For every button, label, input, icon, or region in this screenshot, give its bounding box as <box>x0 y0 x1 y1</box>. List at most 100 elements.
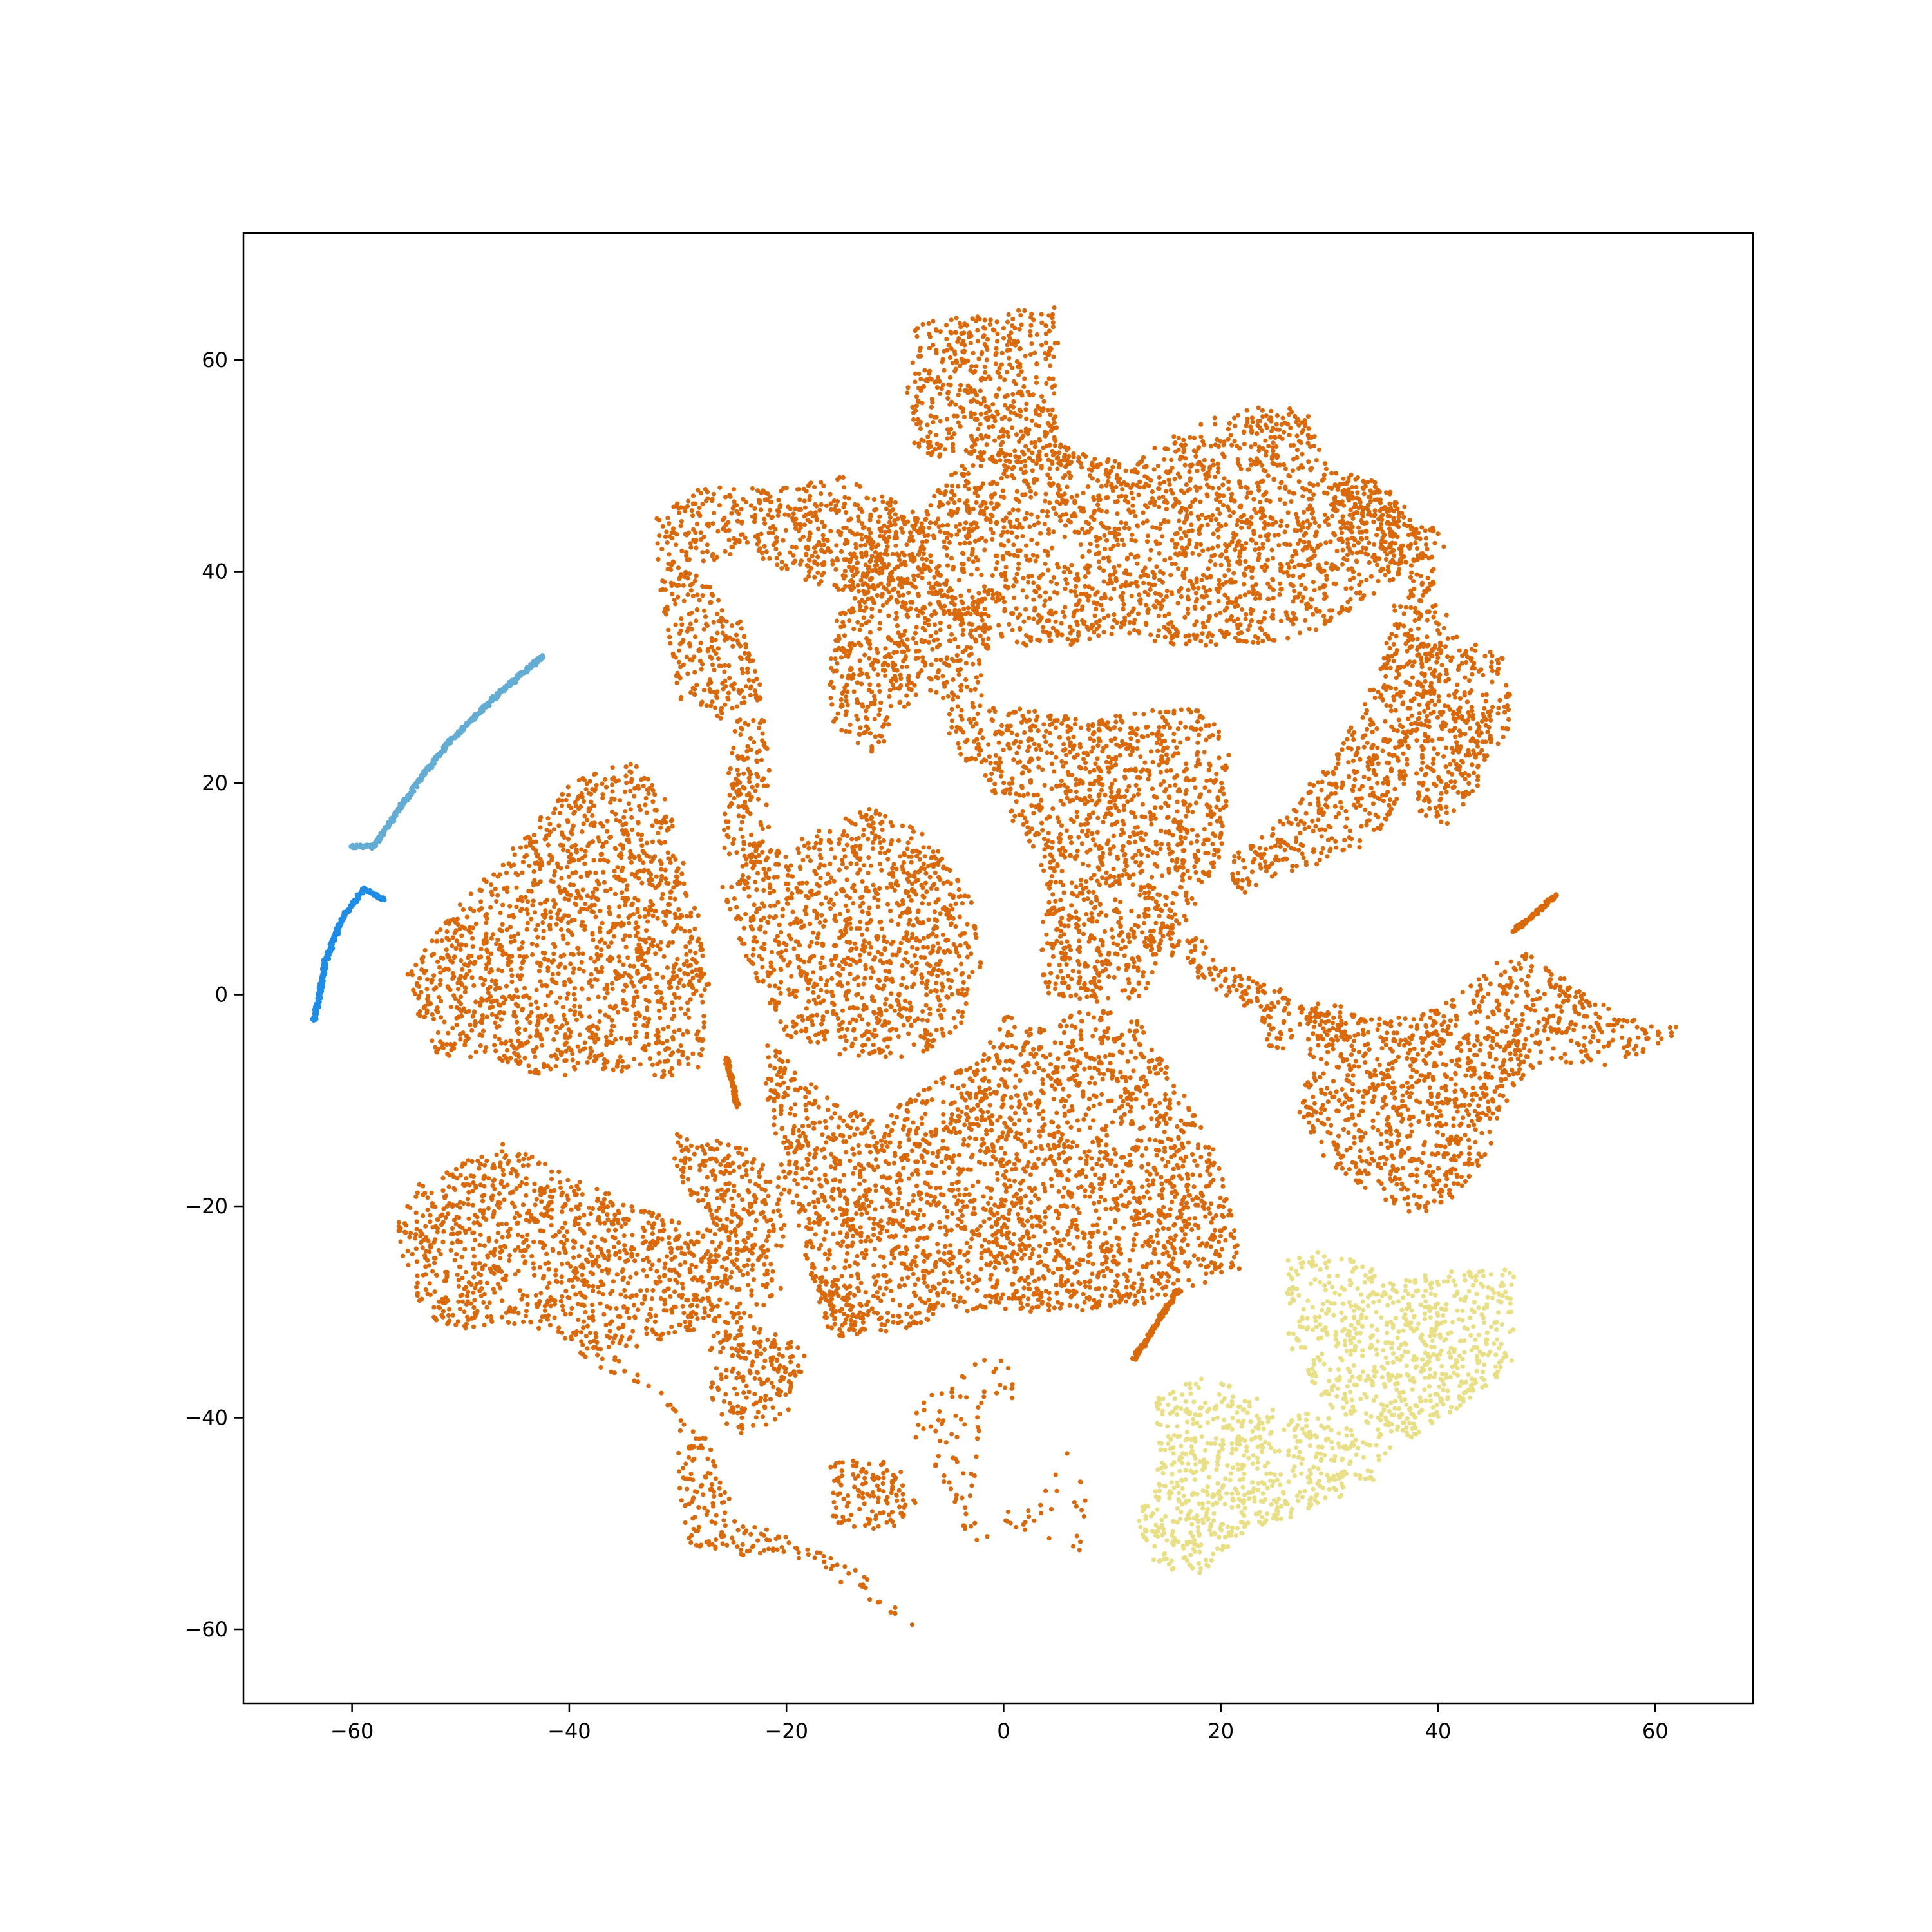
point-0-4856 <box>1459 759 1464 764</box>
point-0-957 <box>770 515 775 520</box>
point-0-4069 <box>1406 544 1411 549</box>
point-0-163 <box>1039 320 1045 325</box>
point-0-1948 <box>829 702 835 707</box>
point-0-3715 <box>1243 559 1248 564</box>
point-0-772 <box>802 498 807 504</box>
point-0-328 <box>972 390 978 395</box>
point-0-731 <box>886 589 891 595</box>
point-0-1660 <box>959 683 964 688</box>
point-0-3706 <box>1224 544 1229 549</box>
point-0-725 <box>847 564 852 569</box>
point-0-4929 <box>1502 710 1508 715</box>
point-0-1837 <box>877 533 883 539</box>
point-0-4394 <box>1365 760 1370 765</box>
point-0-1351 <box>722 828 727 833</box>
point-0-3964 <box>1274 462 1280 468</box>
point-0-747 <box>704 498 709 504</box>
point-0-920 <box>674 542 679 547</box>
point-0-1819 <box>926 639 931 645</box>
point-0-3051 <box>999 571 1004 577</box>
point-0-2312 <box>1152 445 1157 451</box>
point-0-1852 <box>908 555 913 560</box>
point-0-4537 <box>1336 756 1341 761</box>
point-0-785 <box>760 551 765 556</box>
point-0-2567 <box>1213 612 1218 618</box>
point-0-937 <box>659 547 665 552</box>
point-0-370 <box>1046 352 1052 357</box>
point-0-3972 <box>1133 579 1139 585</box>
point-0-478 <box>990 413 995 419</box>
point-0-1331 <box>741 805 747 810</box>
point-0-1623 <box>857 600 862 605</box>
point-0-4479 <box>1425 609 1430 614</box>
point-0-4948 <box>1466 678 1472 683</box>
point-0-254 <box>996 435 1002 440</box>
point-0-3235 <box>1037 531 1043 536</box>
point-0-3788 <box>1211 531 1216 536</box>
point-0-3724 <box>1049 482 1054 488</box>
point-0-3062 <box>1253 596 1258 601</box>
point-0-435 <box>960 406 965 412</box>
point-0-2840 <box>1303 618 1308 623</box>
point-0-3455 <box>1244 566 1249 571</box>
point-0-158 <box>982 317 987 323</box>
point-0-4968 <box>1423 739 1428 744</box>
point-0-1189 <box>717 663 722 668</box>
point-0-936 <box>891 507 896 513</box>
point-0-916 <box>802 522 807 527</box>
point-0-1609 <box>851 627 857 632</box>
point-0-2243 <box>974 500 979 506</box>
point-0-1232 <box>689 627 694 632</box>
point-0-1303 <box>726 770 732 775</box>
point-0-2331 <box>1041 629 1046 634</box>
point-0-2091 <box>1027 615 1032 621</box>
point-0-422 <box>947 355 953 361</box>
point-0-892 <box>791 511 796 516</box>
point-0-2634 <box>1141 580 1146 585</box>
point-0-3226 <box>999 476 1004 481</box>
point-0-3102 <box>1181 437 1186 442</box>
point-0-4104 <box>1348 491 1353 497</box>
point-0-2682 <box>1305 525 1311 531</box>
point-0-2203 <box>1215 461 1220 466</box>
point-0-112 <box>978 412 983 417</box>
point-0-1647 <box>955 667 960 672</box>
point-0-3693 <box>1249 618 1255 623</box>
point-0-403 <box>951 413 956 419</box>
point-0-4636 <box>1391 659 1396 664</box>
point-0-707 <box>750 486 755 491</box>
point-0-1449 <box>929 662 934 667</box>
point-0-4073 <box>1378 522 1384 527</box>
point-0-3461 <box>1096 633 1101 638</box>
point-0-1162 <box>710 699 715 705</box>
point-0-786 <box>868 512 873 518</box>
point-0-3829 <box>1130 609 1135 614</box>
point-0-463 <box>938 443 943 448</box>
point-0-159 <box>1024 401 1029 406</box>
point-0-26 <box>1052 420 1057 426</box>
point-0-4407 <box>1406 716 1411 721</box>
point-0-1290 <box>759 757 764 762</box>
point-0-2663 <box>1266 522 1271 527</box>
point-0-879 <box>762 521 768 526</box>
point-0-397 <box>982 365 987 370</box>
point-0-4865 <box>1486 710 1491 715</box>
point-0-3384 <box>1151 575 1157 580</box>
point-0-1074 <box>741 695 746 700</box>
point-0-4573 <box>1358 757 1363 762</box>
point-0-2984 <box>1063 586 1068 591</box>
point-0-2423 <box>1245 627 1251 632</box>
point-0-1009 <box>757 546 762 551</box>
point-0-2571 <box>1104 495 1109 500</box>
point-0-1226 <box>685 576 690 581</box>
point-0-1650 <box>978 633 983 638</box>
point-0-2585 <box>1200 631 1205 636</box>
point-0-1124 <box>675 670 680 676</box>
point-0-4522 <box>1338 800 1343 805</box>
point-0-1240 <box>709 592 714 597</box>
point-0-1864 <box>840 703 845 708</box>
point-0-218 <box>918 419 923 424</box>
point-0-269 <box>978 388 983 393</box>
point-0-3402 <box>1035 542 1040 547</box>
point-0-1717 <box>851 689 857 694</box>
